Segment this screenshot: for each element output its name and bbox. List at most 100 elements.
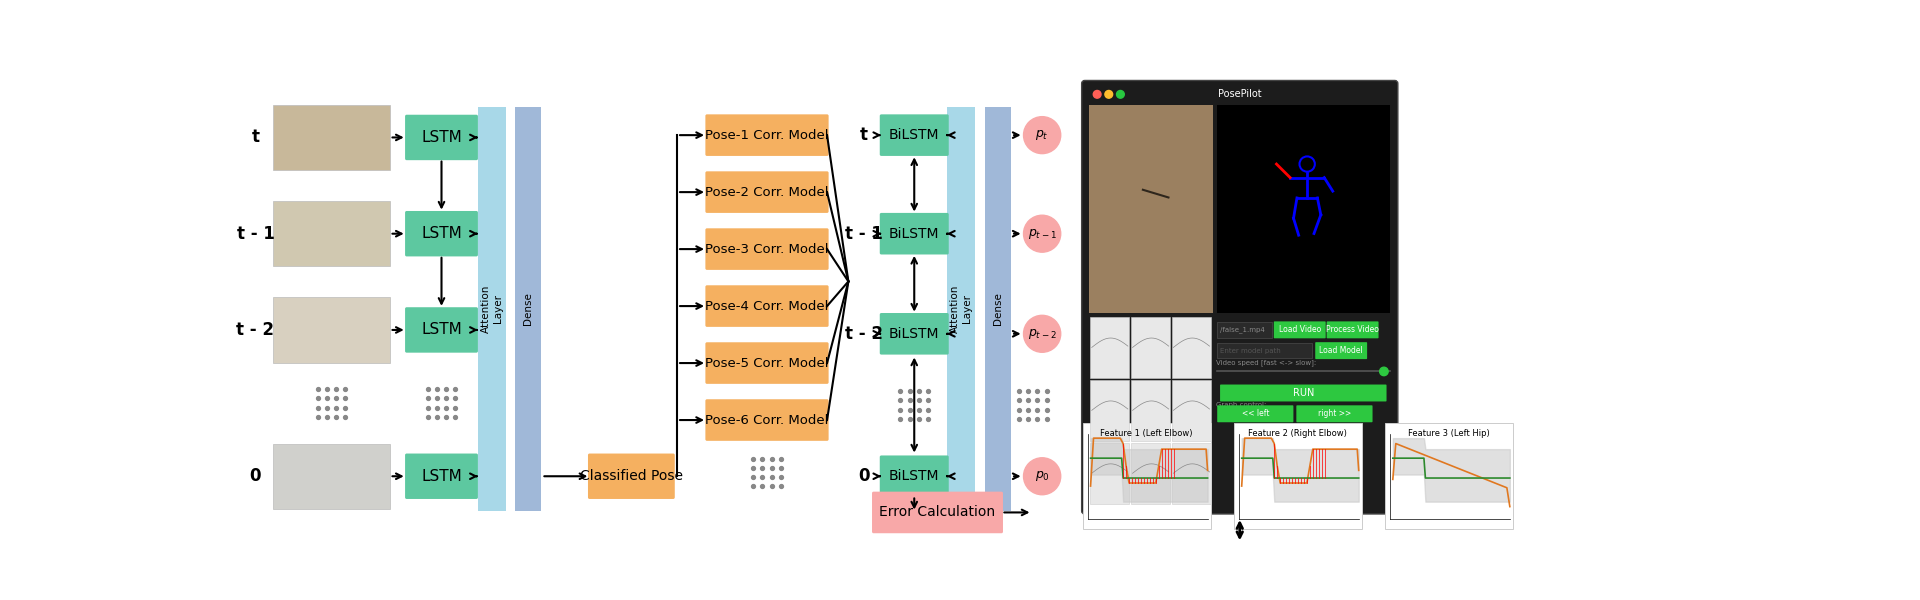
Text: LSTM: LSTM (420, 469, 463, 484)
Text: Pose-1 Corr. Model: Pose-1 Corr. Model (705, 128, 829, 142)
Text: Enter model path: Enter model path (1219, 347, 1281, 353)
FancyBboxPatch shape (405, 115, 478, 160)
Text: Classified Pose: Classified Pose (580, 469, 684, 483)
FancyBboxPatch shape (1296, 406, 1373, 422)
Text: $p_0$: $p_0$ (1035, 469, 1050, 483)
Text: Graph control:: Graph control: (1217, 401, 1267, 407)
Text: right >>: right >> (1317, 409, 1352, 418)
Circle shape (1023, 458, 1060, 495)
Bar (1083, 423, 1212, 529)
Text: t: t (860, 126, 868, 144)
Text: PosePilot: PosePilot (1217, 89, 1261, 100)
Circle shape (1023, 116, 1060, 154)
Bar (1091, 443, 1129, 504)
Bar (1091, 317, 1129, 378)
Text: LSTM: LSTM (420, 322, 463, 337)
FancyBboxPatch shape (872, 491, 1002, 533)
Text: t: t (252, 128, 259, 146)
FancyBboxPatch shape (879, 115, 948, 156)
Circle shape (1023, 316, 1060, 352)
Text: Feature 3 (Left Hip): Feature 3 (Left Hip) (1407, 429, 1490, 438)
Bar (985, 107, 1012, 511)
Bar (1091, 380, 1129, 441)
Text: Pose-2 Corr. Model: Pose-2 Corr. Model (705, 185, 829, 199)
Text: Dense: Dense (524, 292, 534, 325)
Circle shape (1380, 367, 1388, 376)
FancyBboxPatch shape (705, 342, 829, 384)
Bar (1131, 380, 1171, 441)
Text: t - 1: t - 1 (236, 224, 275, 242)
Bar (1235, 423, 1361, 529)
Text: BiLSTM: BiLSTM (889, 128, 939, 142)
Text: 0: 0 (250, 467, 261, 485)
Text: $p_t$: $p_t$ (1035, 128, 1048, 142)
FancyBboxPatch shape (1219, 385, 1386, 401)
Text: $p_{t-1}$: $p_{t-1}$ (1027, 227, 1056, 241)
Circle shape (1023, 215, 1060, 252)
Bar (478, 107, 505, 511)
FancyBboxPatch shape (705, 115, 829, 156)
Bar (1217, 343, 1311, 358)
Bar (1217, 322, 1273, 338)
Text: Attention
Layer: Attention Layer (482, 284, 503, 333)
FancyBboxPatch shape (1217, 406, 1294, 422)
FancyBboxPatch shape (1273, 322, 1325, 338)
Bar (273, 201, 390, 266)
Text: BiLSTM: BiLSTM (889, 227, 939, 241)
FancyBboxPatch shape (705, 172, 829, 213)
Text: LSTM: LSTM (420, 130, 463, 145)
Text: $p_{t-2}$: $p_{t-2}$ (1027, 327, 1056, 341)
Text: t - 1: t - 1 (845, 224, 883, 242)
Text: Attention
Layer: Attention Layer (950, 284, 972, 333)
Circle shape (1092, 91, 1100, 98)
FancyBboxPatch shape (705, 285, 829, 327)
Bar (1131, 317, 1171, 378)
FancyBboxPatch shape (879, 213, 948, 254)
Text: BiLSTM: BiLSTM (889, 469, 939, 483)
FancyBboxPatch shape (405, 307, 478, 353)
FancyBboxPatch shape (879, 455, 948, 497)
Text: t - 2: t - 2 (845, 325, 883, 343)
Text: Pose-6 Corr. Model: Pose-6 Corr. Model (705, 413, 829, 427)
Text: Process Video: Process Video (1327, 325, 1379, 334)
FancyBboxPatch shape (705, 229, 829, 270)
Text: /false_1.mp4: /false_1.mp4 (1219, 326, 1265, 333)
Text: << left: << left (1242, 409, 1269, 418)
FancyBboxPatch shape (405, 211, 478, 256)
Text: Pose-5 Corr. Model: Pose-5 Corr. Model (705, 356, 829, 370)
Bar (273, 297, 390, 362)
Bar (273, 105, 390, 170)
Bar (1217, 105, 1390, 313)
FancyBboxPatch shape (405, 454, 478, 499)
Text: t - 2: t - 2 (236, 321, 275, 339)
Text: BiLSTM: BiLSTM (889, 327, 939, 341)
FancyBboxPatch shape (1327, 322, 1379, 338)
Text: Load Video: Load Video (1279, 325, 1321, 334)
Text: Dense: Dense (993, 292, 1002, 325)
Text: RUN: RUN (1292, 388, 1313, 398)
FancyBboxPatch shape (879, 313, 948, 355)
Bar (947, 107, 975, 511)
Bar (1171, 443, 1212, 504)
Circle shape (1104, 91, 1114, 98)
Text: Error Calculation: Error Calculation (879, 505, 996, 520)
FancyBboxPatch shape (1315, 342, 1367, 359)
Text: Pose-4 Corr. Model: Pose-4 Corr. Model (705, 299, 829, 313)
Text: LSTM: LSTM (420, 226, 463, 241)
Text: 0: 0 (858, 467, 870, 485)
Bar (1171, 380, 1212, 441)
Text: Feature 2 (Right Elbow): Feature 2 (Right Elbow) (1248, 429, 1348, 438)
Text: Load Model: Load Model (1319, 346, 1363, 355)
Text: Pose-3 Corr. Model: Pose-3 Corr. Model (705, 242, 829, 256)
Bar (1384, 423, 1513, 529)
FancyBboxPatch shape (588, 454, 674, 499)
Bar (273, 443, 390, 509)
FancyBboxPatch shape (1081, 80, 1398, 514)
Bar (1171, 317, 1212, 378)
Text: Feature 1 (Left Elbow): Feature 1 (Left Elbow) (1100, 429, 1192, 438)
Bar (1089, 105, 1213, 313)
Bar (515, 107, 541, 511)
Circle shape (1117, 91, 1125, 98)
Bar (1131, 443, 1171, 504)
FancyBboxPatch shape (705, 399, 829, 441)
